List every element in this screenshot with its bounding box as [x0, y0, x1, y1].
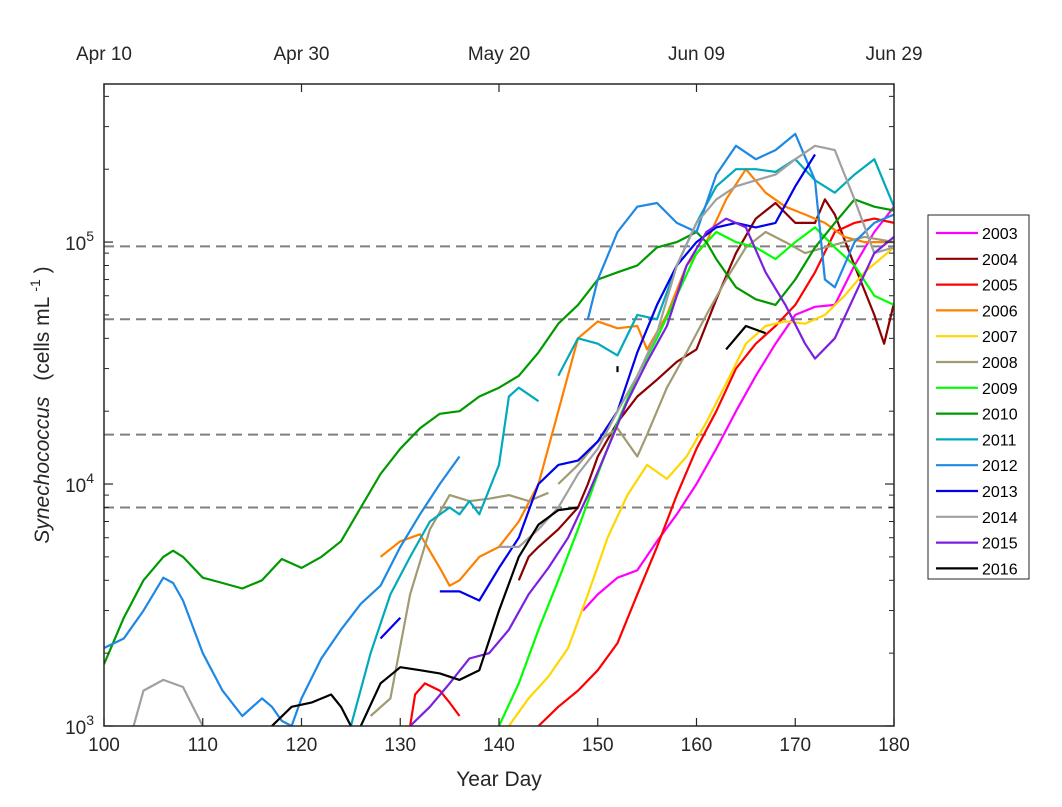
series-line-2012-1: [586, 132, 894, 320]
series-line-2004-0: [517, 198, 894, 581]
y-axis-title-exponent: -1: [27, 279, 43, 292]
y-axis-title: Synechococcus (cells mL -1 ): [22, 266, 54, 543]
y-tick-label: 103: [65, 712, 94, 739]
series-line-2016-1: [359, 506, 579, 726]
legend-label-2006: 2006: [982, 303, 1018, 320]
legend-label-2004: 2004: [982, 252, 1018, 269]
tick-labels: 100 110 120 130 140 150 160 170 180 Apr 10 Apr 30 M…: [65, 44, 922, 756]
series-line-2006-0: [379, 168, 894, 587]
legend-label-2016: 2016: [982, 561, 1018, 578]
y-axis-title-close: ): [31, 266, 54, 273]
series-line-2012-0: [104, 455, 461, 726]
series-line-2013-0: [379, 617, 402, 640]
series-line-2003-0: [582, 206, 894, 612]
x-tick-label: 130: [384, 735, 416, 756]
series-line-2005-0: [409, 682, 461, 726]
legend-label-2005: 2005: [982, 278, 1018, 295]
series-line-2011-1: [557, 158, 894, 377]
legend: 2003 2004 2005 2006 2007 2008 2009 2010 2011 2012…: [927, 214, 1030, 580]
series-line-2014-1: [499, 144, 894, 548]
x-tick-label: 160: [681, 735, 713, 756]
series-line-2010-0: [104, 198, 894, 665]
series-line-2016-0: [271, 693, 352, 726]
plot-frame: [103, 83, 895, 727]
legend-box: [927, 214, 1030, 580]
legend-label-2012: 2012: [982, 458, 1018, 475]
series-lines: [104, 132, 894, 726]
series-line-2005-1: [537, 217, 894, 726]
series-line-2009-0: [498, 226, 894, 726]
series-line-2014-0: [132, 678, 204, 726]
legend-label-2015: 2015: [982, 536, 1018, 553]
x-tick-label: 140: [483, 735, 515, 756]
legend-label-2009: 2009: [982, 381, 1018, 398]
legend-label-2003: 2003: [982, 226, 1018, 243]
legend-label-2011: 2011: [982, 432, 1017, 449]
series-line-2011-0: [349, 386, 540, 726]
series-line-2008-0: [369, 491, 549, 717]
x-tick-label: 150: [582, 735, 614, 756]
series-line-2016-3: [725, 324, 766, 351]
y-tick-label: 104: [65, 470, 94, 497]
x-tick-label: 170: [779, 735, 811, 756]
top-tick-label: Apr 30: [274, 44, 330, 65]
x-tick-label: 110: [188, 735, 218, 756]
x-tick-label: 180: [878, 735, 910, 756]
top-tick-label: May 20: [468, 44, 530, 65]
legend-label-2008: 2008: [982, 355, 1018, 372]
y-tick-label: 105: [65, 228, 94, 255]
legend-label-2010: 2010: [982, 407, 1018, 424]
series-line-2007-0: [508, 246, 894, 726]
legend-label-2013: 2013: [982, 484, 1018, 501]
series-line-2013-1: [439, 153, 816, 602]
x-axis-title: Year Day: [456, 768, 542, 791]
y-axis-title-species: Synechococcus: [31, 396, 54, 544]
series-line-2015-0: [409, 217, 894, 726]
axis-ticks: [103, 84, 895, 727]
y-axis-title-units: (cells mL: [31, 297, 54, 380]
x-tick-label: 100: [88, 735, 120, 756]
top-tick-label: Apr 10: [76, 44, 132, 65]
legend-label-2007: 2007: [982, 329, 1018, 346]
x-tick-label: 120: [286, 735, 318, 756]
top-tick-label: Jun 29: [865, 44, 922, 65]
legend-label-2014: 2014: [982, 510, 1018, 527]
top-tick-label: Jun 09: [668, 44, 725, 65]
reference-lines: [104, 245, 894, 509]
